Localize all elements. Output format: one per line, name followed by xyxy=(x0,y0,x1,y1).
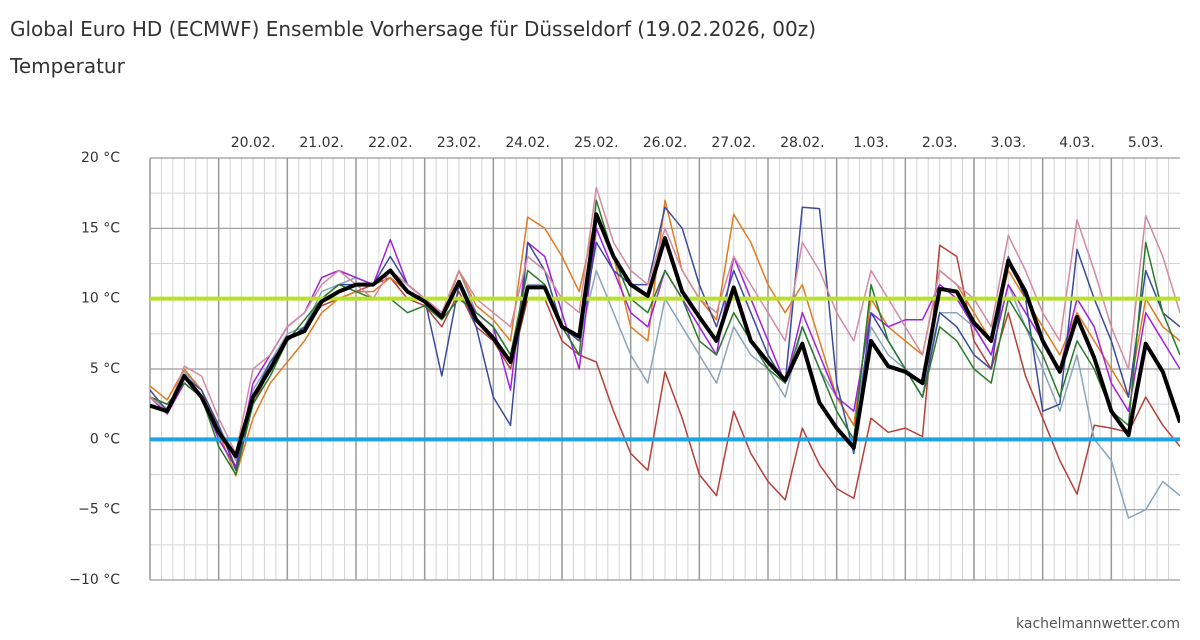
x-tick-label: 28.02. xyxy=(780,135,825,151)
y-tick-label: −10 °C xyxy=(69,572,120,588)
source: kachelmannwetter.com xyxy=(1016,616,1180,632)
y-tick-label: 5 °C xyxy=(90,361,120,377)
y-tick-label: 15 °C xyxy=(81,220,120,236)
x-tick-label: 25.02. xyxy=(574,135,619,151)
x-tick-label: 24.02. xyxy=(505,135,550,151)
series-line xyxy=(150,199,1180,477)
y-tick-label: −5 °C xyxy=(78,502,120,518)
x-tick-label: 1.03. xyxy=(853,135,889,151)
y-tick-label: 20 °C xyxy=(81,150,120,166)
x-tick-label: 4.03. xyxy=(1059,135,1095,151)
grid xyxy=(149,157,1180,581)
x-tick-label: 2.03. xyxy=(922,135,958,151)
x-tick-label: 5.03. xyxy=(1128,135,1164,151)
chart-subtitle: Temperatur xyxy=(9,54,126,78)
series-line xyxy=(150,186,1180,455)
x-tick-label: 23.02. xyxy=(437,135,482,151)
x-tick-label: 22.02. xyxy=(368,135,413,151)
y-tick-label: 10 °C xyxy=(81,291,120,307)
series-line xyxy=(150,244,1180,501)
series-line xyxy=(150,212,1180,459)
x-tick-label: 20.02. xyxy=(231,135,276,151)
x-tick-label: 27.02. xyxy=(711,135,756,151)
x-tick-label: 21.02. xyxy=(299,135,344,151)
y-tick-label: 0 °C xyxy=(90,431,120,447)
chart-title: Global Euro HD (ECMWF) Ensemble Vorhersa… xyxy=(10,17,816,41)
axis-labels: 20 °C 15 °C 10 °C 5 °C 0 °C −5 °C −10 °C 20.02.… xyxy=(69,135,1163,588)
plot-area xyxy=(150,186,1180,519)
x-tick-label: 3.03. xyxy=(991,135,1027,151)
x-tick-label: 26.02. xyxy=(643,135,688,151)
